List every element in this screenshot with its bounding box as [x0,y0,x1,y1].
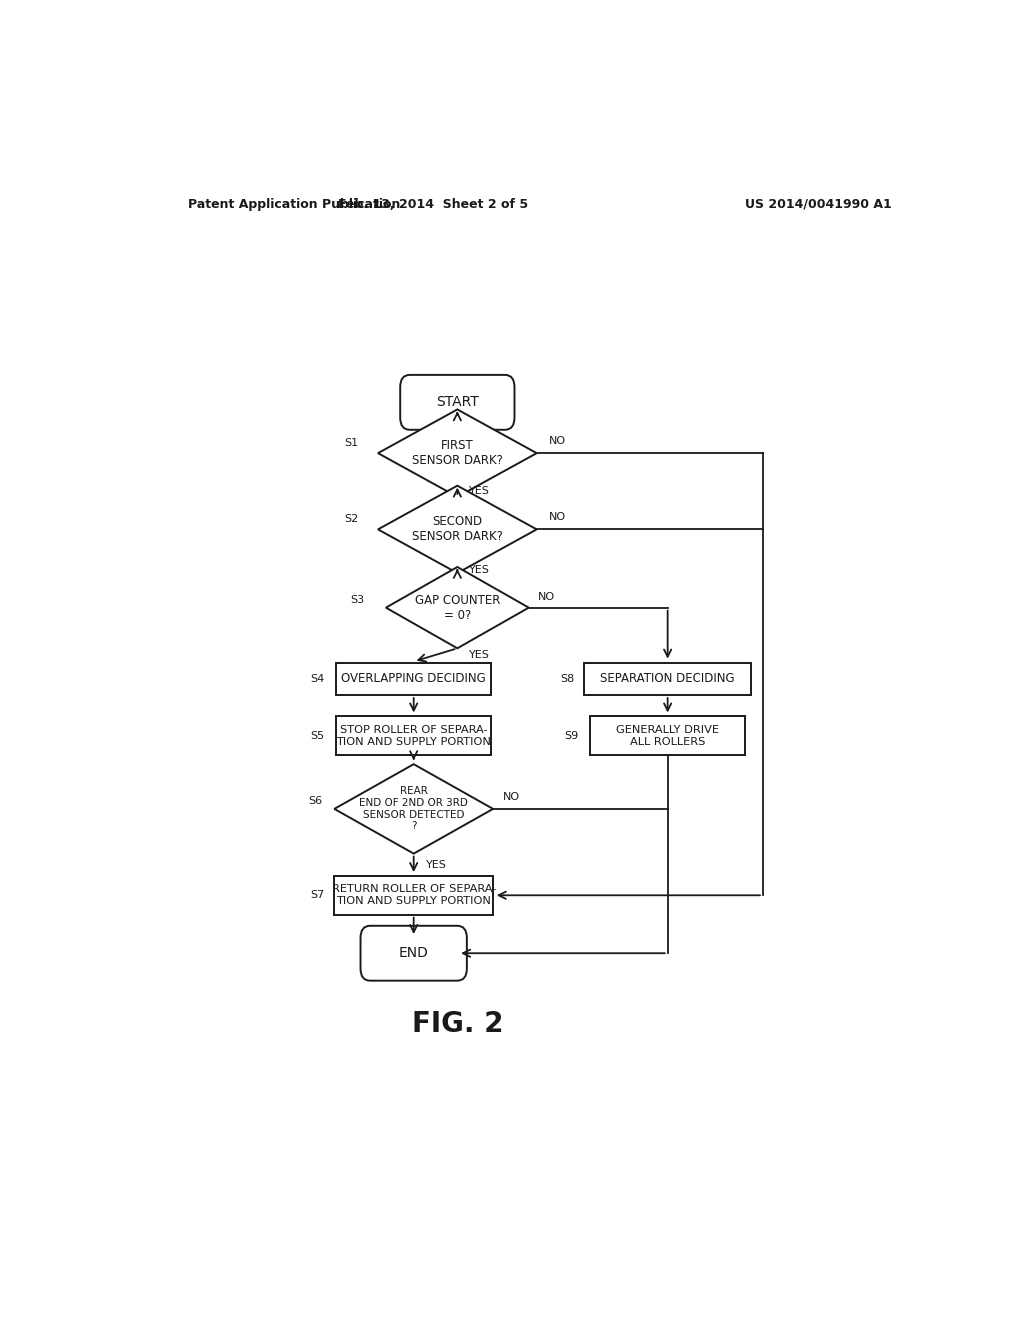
Polygon shape [378,409,537,496]
Text: S3: S3 [350,594,365,605]
Bar [334,876,494,915]
Text: START: START [436,395,478,409]
Text: RETURN ROLLER OF SEPARA-
TION AND SUPPLY PORTION: RETURN ROLLER OF SEPARA- TION AND SUPPLY… [332,884,496,906]
Text: S6: S6 [308,796,323,805]
Text: S7: S7 [310,890,325,900]
Text: SECOND
SENSOR DARK?: SECOND SENSOR DARK? [412,515,503,544]
Text: FIRST
SENSOR DARK?: FIRST SENSOR DARK? [412,440,503,467]
Text: S4: S4 [310,673,325,684]
Text: Patent Application Publication: Patent Application Publication [187,198,400,211]
Text: S5: S5 [310,731,325,741]
Text: S1: S1 [344,438,358,447]
Text: Feb. 13, 2014  Sheet 2 of 5: Feb. 13, 2014 Sheet 2 of 5 [339,198,528,211]
Text: S9: S9 [564,731,579,741]
Text: YES: YES [469,565,490,576]
Bar [336,663,492,696]
Text: GAP COUNTER
= 0?: GAP COUNTER = 0? [415,594,500,622]
Text: YES: YES [469,486,490,496]
Text: GENERALLY DRIVE
ALL ROLLERS: GENERALLY DRIVE ALL ROLLERS [616,725,719,747]
Text: NO: NO [503,792,520,801]
Bar [336,717,492,755]
Text: SEPARATION DECIDING: SEPARATION DECIDING [600,672,735,685]
Bar [585,663,751,696]
Polygon shape [334,764,494,854]
Text: NO: NO [549,512,565,523]
Text: OVERLAPPING DECIDING: OVERLAPPING DECIDING [341,672,486,685]
Text: YES: YES [426,859,446,870]
Polygon shape [378,486,537,573]
Text: S8: S8 [560,673,574,684]
Text: END: END [398,946,429,960]
FancyBboxPatch shape [360,925,467,981]
Text: FIG. 2: FIG. 2 [412,1010,503,1039]
Text: US 2014/0041990 A1: US 2014/0041990 A1 [745,198,892,211]
FancyBboxPatch shape [400,375,514,430]
Text: NO: NO [549,436,565,446]
Text: YES: YES [469,651,490,660]
Text: REAR
END OF 2ND OR 3RD
SENSOR DETECTED
?: REAR END OF 2ND OR 3RD SENSOR DETECTED ? [359,787,468,832]
Bar [590,717,745,755]
Text: STOP ROLLER OF SEPARA-
TION AND SUPPLY PORTION: STOP ROLLER OF SEPARA- TION AND SUPPLY P… [336,725,492,747]
Text: NO: NO [539,593,555,602]
Polygon shape [386,568,528,648]
Text: S2: S2 [344,515,358,524]
